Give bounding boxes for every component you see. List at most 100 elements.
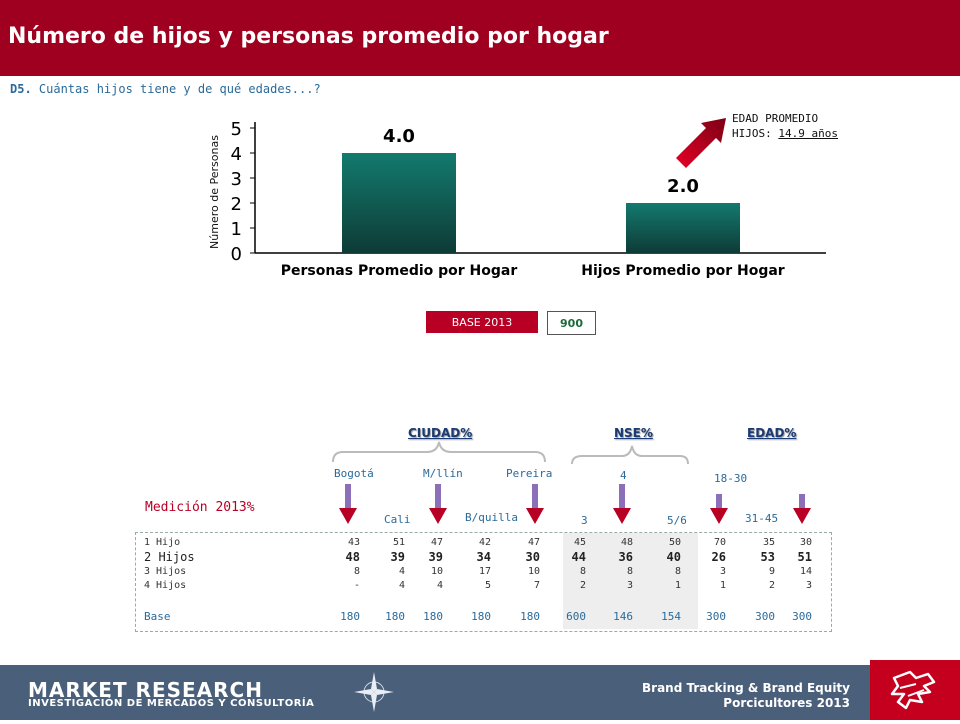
y-tick-label: 0 — [231, 244, 242, 265]
col-label-pereira: Pereira — [506, 467, 553, 480]
trend-arrow-icon — [676, 118, 726, 168]
table-cell: 10 — [527, 566, 540, 577]
group-title-edad: EDAD% — [747, 426, 797, 440]
table-cell: 8 — [579, 566, 586, 577]
y-tick-label: 1 — [231, 219, 242, 240]
table-cell: 300 — [755, 610, 775, 623]
table-cell: 180 — [471, 610, 491, 623]
header-bar: Número de hijos y personas promedio por … — [0, 0, 960, 76]
logo-icon — [890, 670, 936, 710]
edad-promedio-note: EDAD PROMEDIO HIJOS: 14.9 años — [732, 111, 838, 141]
table-cell: 26 — [711, 550, 726, 564]
table-cell: 44 — [571, 550, 586, 564]
ciudad-brace — [332, 441, 546, 463]
table-cell: 180 — [340, 610, 360, 623]
y-tick-label: 5 — [231, 119, 242, 140]
bar-data-label: 2.0 — [667, 176, 699, 197]
table-cell: 1 — [719, 580, 726, 591]
nse-brace — [571, 445, 689, 465]
table-cell: 30 — [799, 537, 812, 548]
bar-data-label: 4.0 — [383, 126, 415, 147]
table-cell: 43 — [347, 537, 360, 548]
table-cell: 48 — [620, 537, 633, 548]
table-cell: 600 — [566, 610, 586, 623]
table-cell: - — [353, 580, 360, 591]
group-title-nse: NSE% — [614, 426, 653, 440]
footer-brand: MARKET RESEARCH — [28, 678, 263, 702]
row-label: 3 Hijos — [144, 566, 187, 577]
question-text: D5. Cuántas hijos tiene y de qué edades.… — [10, 82, 321, 96]
col-label-medellin: M/llín — [423, 467, 463, 480]
col-label-edad3145: 31-45 — [745, 512, 779, 525]
table-cell: 42 — [478, 537, 491, 548]
footer-project-line1: Brand Tracking & Brand Equity — [642, 681, 850, 695]
table-cell: 2 — [768, 580, 775, 591]
footer-bar — [0, 665, 870, 720]
edad-promedio-title: EDAD PROMEDIO — [732, 112, 819, 125]
question-code: D5. — [10, 82, 32, 96]
table-cell: 8 — [353, 566, 360, 577]
table-cell: 9 — [768, 566, 775, 577]
table-cell: 2 — [579, 580, 586, 591]
y-tick-label: 4 — [231, 144, 242, 165]
edad-promedio-value: 14.9 años — [778, 127, 838, 140]
nse-column-shading — [563, 533, 698, 629]
row-label: 2 Hijos — [144, 550, 195, 564]
bar — [626, 203, 740, 253]
table-cell: 51 — [797, 550, 812, 564]
arrow-bogota-icon — [339, 484, 357, 524]
x-category-label: Personas Promedio por Hogar — [281, 263, 518, 279]
table-cell: 7 — [533, 580, 540, 591]
arrow-edad1830-icon — [710, 494, 728, 524]
table-cell: 10 — [430, 566, 443, 577]
table-cell: 48 — [345, 550, 360, 564]
table-cell: 5 — [484, 580, 491, 591]
table-cell: 154 — [661, 610, 681, 623]
table-cell: 39 — [428, 550, 443, 564]
y-tick-label: 2 — [231, 194, 242, 215]
table-cell: 14 — [799, 566, 812, 577]
col-label-cali: Cali — [384, 513, 411, 526]
table-cell: 4 — [398, 580, 405, 591]
edad-promedio-line: HIJOS: 14.9 años — [732, 126, 838, 141]
arrow-edad46-icon — [793, 494, 811, 524]
table-cell: 47 — [430, 537, 443, 548]
base-value: 900 — [547, 311, 596, 335]
table-cell: 8 — [674, 566, 681, 577]
col-label-barranquilla: B/quilla — [465, 511, 518, 524]
group-title-ciudad: CIUDAD% — [408, 426, 473, 440]
table-cell: 8 — [626, 566, 633, 577]
table-cell: 70 — [713, 537, 726, 548]
table-cell: 300 — [792, 610, 812, 623]
table-cell: 180 — [423, 610, 443, 623]
table-cell: 51 — [392, 537, 405, 548]
row-label: Base — [144, 610, 171, 623]
question-body: Cuántas hijos tiene y de qué edades...? — [31, 82, 321, 96]
table-cell: 146 — [613, 610, 633, 623]
table-cell: 4 — [398, 566, 405, 577]
row-label: 4 Hijos — [144, 580, 187, 591]
table-cell: 30 — [525, 550, 540, 564]
row-label: 1 Hijo — [144, 537, 181, 548]
table-cell: 4 — [436, 580, 443, 591]
base-label: BASE 2013 — [426, 311, 538, 333]
edad-promedio-label: HIJOS: — [732, 127, 779, 140]
table-cell: 39 — [390, 550, 405, 564]
table-cell: 47 — [527, 537, 540, 548]
column-arrows — [339, 484, 811, 524]
col-label-nse3: 3 — [581, 514, 588, 527]
arrow-medellin-icon — [429, 484, 447, 524]
compass-icon — [354, 672, 394, 712]
table-cell: 53 — [760, 550, 775, 564]
table-cell: 40 — [666, 550, 681, 564]
col-label-edad1830: 18-30 — [714, 472, 748, 485]
x-category-label: Hijos Promedio por Hogar — [581, 263, 785, 279]
bar — [342, 153, 456, 253]
y-tick-label: 3 — [231, 169, 242, 190]
table-cell: 36 — [618, 550, 633, 564]
arrow-nse4-icon — [613, 484, 631, 524]
footer-brand-subtitle: INVESTIGACIÓN DE MERCADOS Y CONSULTORÍA — [28, 698, 315, 709]
table-cell: 34 — [476, 550, 491, 564]
